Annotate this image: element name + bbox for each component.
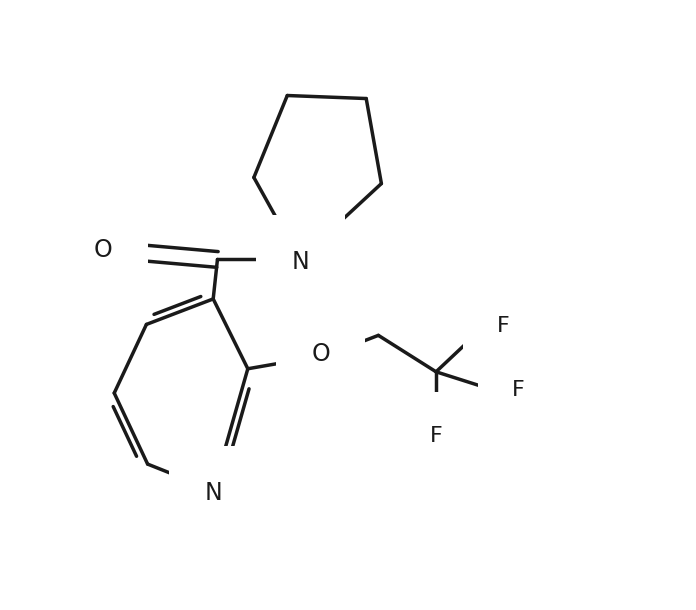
Text: N: N bbox=[205, 481, 222, 505]
Text: N: N bbox=[292, 251, 310, 274]
Text: F: F bbox=[512, 380, 524, 400]
Text: O: O bbox=[94, 239, 113, 262]
Text: O: O bbox=[311, 342, 330, 365]
Text: F: F bbox=[429, 426, 443, 445]
Text: F: F bbox=[496, 316, 509, 336]
